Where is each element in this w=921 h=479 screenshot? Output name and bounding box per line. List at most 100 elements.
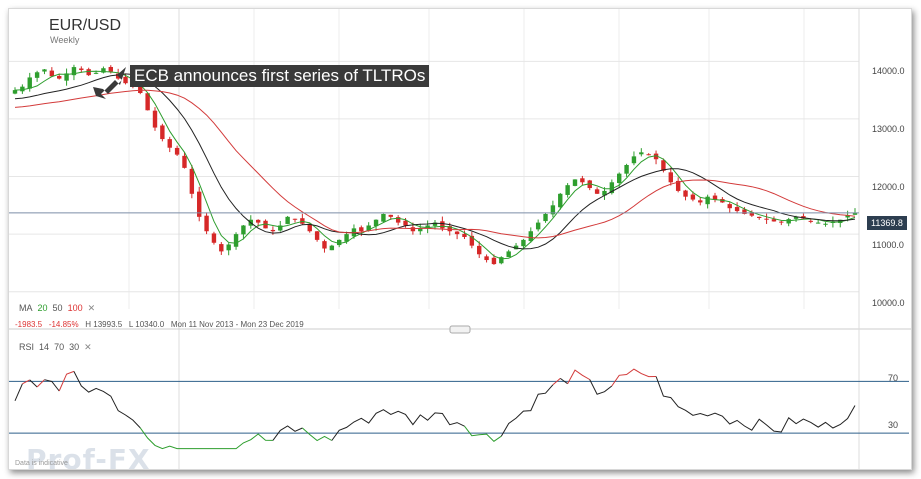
candle-body <box>617 173 622 183</box>
chart-canvas[interactable] <box>9 9 911 469</box>
candle-body <box>690 194 696 200</box>
candle-body <box>189 168 195 194</box>
candle-body <box>838 219 843 223</box>
candle-body <box>12 90 18 94</box>
change-percent: -14.85% <box>48 320 79 329</box>
candle-body <box>425 225 430 229</box>
candle-body <box>440 221 445 229</box>
rsi-line <box>302 427 333 442</box>
candle-body <box>314 231 320 240</box>
candle-body <box>793 216 799 219</box>
candle-body <box>255 219 261 223</box>
low-value: L 10340.0 <box>128 320 165 329</box>
candle-body <box>764 218 769 220</box>
candle-body <box>123 76 128 84</box>
candle-body <box>219 244 224 252</box>
candle-body <box>182 155 187 168</box>
candle-body <box>86 69 91 76</box>
candle-body <box>152 110 158 128</box>
rsi-label: RSI <box>19 342 35 352</box>
candle-body <box>403 220 408 226</box>
chart-subtitle: Weekly <box>50 35 80 45</box>
ma-period-100[interactable]: 100 <box>67 303 83 313</box>
candle-body <box>307 223 312 232</box>
y-tick-label: 10000.0 <box>872 298 905 308</box>
candle-body <box>823 223 828 225</box>
candle-body <box>499 257 504 264</box>
candle-body <box>366 225 371 231</box>
y-tick-label: 14000.0 <box>872 66 905 76</box>
candle-body <box>278 225 283 231</box>
candle-body <box>359 227 364 232</box>
candle-body <box>241 225 246 235</box>
rsi-line <box>331 409 465 441</box>
candle-body <box>381 213 386 222</box>
watermark-logo: Prof-FX <box>26 443 151 470</box>
ma-period-20[interactable]: 20 <box>37 303 48 313</box>
candle-body <box>528 231 533 242</box>
stats-bar: -1983.5 -14.85% H 13993.5 L 10340.0 Mon … <box>15 320 304 329</box>
rsi-line <box>73 371 141 429</box>
candle-body <box>93 72 99 74</box>
candle-body <box>395 217 401 223</box>
rsi-param[interactable]: 30 <box>69 342 80 352</box>
rsi-line <box>14 383 23 401</box>
candle-body <box>845 215 850 218</box>
candle-body <box>204 215 209 232</box>
ma-line-100 <box>14 89 856 239</box>
candle-body <box>653 153 659 160</box>
candle-body <box>698 200 703 203</box>
candle-body <box>742 209 747 214</box>
rsi-legend[interactable]: RSI 14 70 30 ✕ <box>19 342 92 353</box>
candle-body <box>646 154 651 156</box>
candle-body <box>779 221 784 223</box>
close-icon[interactable]: ✕ <box>84 342 92 352</box>
rsi-line <box>22 379 30 385</box>
ma-period-50[interactable]: 50 <box>52 303 63 313</box>
candle-body <box>727 204 732 209</box>
candle-body <box>233 234 239 247</box>
chart-frame: EUR/USD Weekly ECB announces first serie… <box>8 8 912 470</box>
candle-body <box>418 228 423 232</box>
candle-body <box>57 76 62 79</box>
candle-body <box>145 93 150 111</box>
candle-body <box>42 69 47 72</box>
candle-body <box>447 226 452 232</box>
candle-body <box>749 212 755 216</box>
candle-body <box>705 196 710 205</box>
rsi-line <box>272 425 303 441</box>
rsi-line <box>464 425 502 442</box>
rsi-level-label: 30 <box>888 420 899 430</box>
candle-body <box>477 245 482 255</box>
candle-body <box>263 220 268 229</box>
annotation-arrow-icon <box>93 67 126 99</box>
rsi-param[interactable]: 14 <box>39 342 50 352</box>
candle-body <box>211 233 217 243</box>
candle-body <box>786 219 791 224</box>
candle-body <box>292 218 298 220</box>
candle-body <box>675 180 681 191</box>
candle-body <box>160 125 165 140</box>
candle-body <box>587 180 592 189</box>
rsi-line <box>611 368 657 387</box>
candle-body <box>108 66 113 72</box>
candle-body <box>594 189 600 194</box>
rsi-line <box>655 376 856 433</box>
candle-body <box>34 72 40 78</box>
candle-body <box>565 185 570 195</box>
candle-body <box>49 70 55 77</box>
candle-body <box>344 234 349 242</box>
candle-body <box>771 219 777 222</box>
rsi-line <box>29 379 38 388</box>
rsi-line <box>567 369 590 384</box>
ma-legend[interactable]: MA 20 50 100 ✕ <box>19 303 95 314</box>
rsi-param[interactable]: 70 <box>54 342 65 352</box>
candle-body <box>712 195 718 200</box>
y-tick-label: 12000.0 <box>872 182 905 192</box>
rsi-line <box>552 378 561 386</box>
rsi-line <box>500 384 554 437</box>
last-price-tag: 11369.8 <box>867 216 907 230</box>
close-icon[interactable]: ✕ <box>87 303 96 313</box>
candle-body <box>27 77 32 89</box>
rsi-line <box>58 370 75 392</box>
